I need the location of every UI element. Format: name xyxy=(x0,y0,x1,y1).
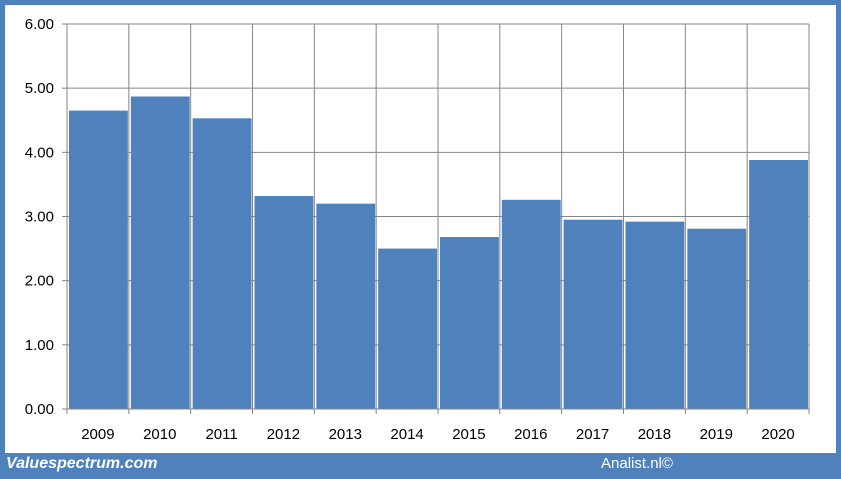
footer-source-left: Valuespectrum.com xyxy=(6,455,158,472)
y-tick-label: 6.00 xyxy=(25,16,54,33)
bar-2011 xyxy=(192,118,252,409)
x-tick-label-2020: 2020 xyxy=(761,426,794,443)
x-tick-label-2015: 2015 xyxy=(452,426,485,443)
bar-chart: 0.00 1.00 2.00 3.00 4.00 5.00 6.00 2009 2010 201… xyxy=(25,16,810,443)
y-tick-label: 3.00 xyxy=(25,209,54,226)
y-tick-label: 2.00 xyxy=(25,273,54,290)
x-tick-label-2018: 2018 xyxy=(638,426,671,443)
x-tick-label-2009: 2009 xyxy=(81,426,114,443)
bar-2009 xyxy=(69,110,128,409)
bar-2019 xyxy=(687,228,747,409)
bar-2017 xyxy=(563,219,623,409)
bars xyxy=(69,96,808,409)
bar-2010 xyxy=(130,96,190,409)
x-tick-label-2010: 2010 xyxy=(143,426,176,443)
bar-2012 xyxy=(254,195,314,409)
chart-panel: 0.00 1.00 2.00 3.00 4.00 5.00 6.00 2009 2010 201… xyxy=(5,5,836,453)
bar-2020 xyxy=(749,160,808,409)
bar-2018 xyxy=(625,221,685,409)
x-tick-label-2017: 2017 xyxy=(576,426,609,443)
axes xyxy=(62,23,809,414)
bar-2016 xyxy=(501,199,561,409)
bar-2015 xyxy=(440,237,499,409)
x-tick-label-2012: 2012 xyxy=(267,426,300,443)
gridlines xyxy=(67,23,810,414)
footer-source-right: Analist.nl© xyxy=(601,455,673,472)
x-tick-label-2014: 2014 xyxy=(390,426,423,443)
y-tick-labels: 0.00 1.00 2.00 3.00 4.00 5.00 6.00 xyxy=(25,16,54,418)
bar-2014 xyxy=(378,248,437,409)
y-tick-label: 0.00 xyxy=(25,401,54,418)
y-tick-label: 1.00 xyxy=(25,337,54,354)
x-tick-label-2019: 2019 xyxy=(700,426,733,443)
x-tick-label-2016: 2016 xyxy=(514,426,547,443)
bar-2013 xyxy=(316,203,376,409)
y-tick-label: 5.00 xyxy=(25,80,54,97)
x-tick-label-2013: 2013 xyxy=(329,426,362,443)
y-tick-label: 4.00 xyxy=(25,144,54,161)
x-tick-label-2011: 2011 xyxy=(205,426,237,443)
x-tick-labels: 2009 2010 2011 2012 2013 2014 2015 2016 2017 2018… xyxy=(81,426,795,443)
